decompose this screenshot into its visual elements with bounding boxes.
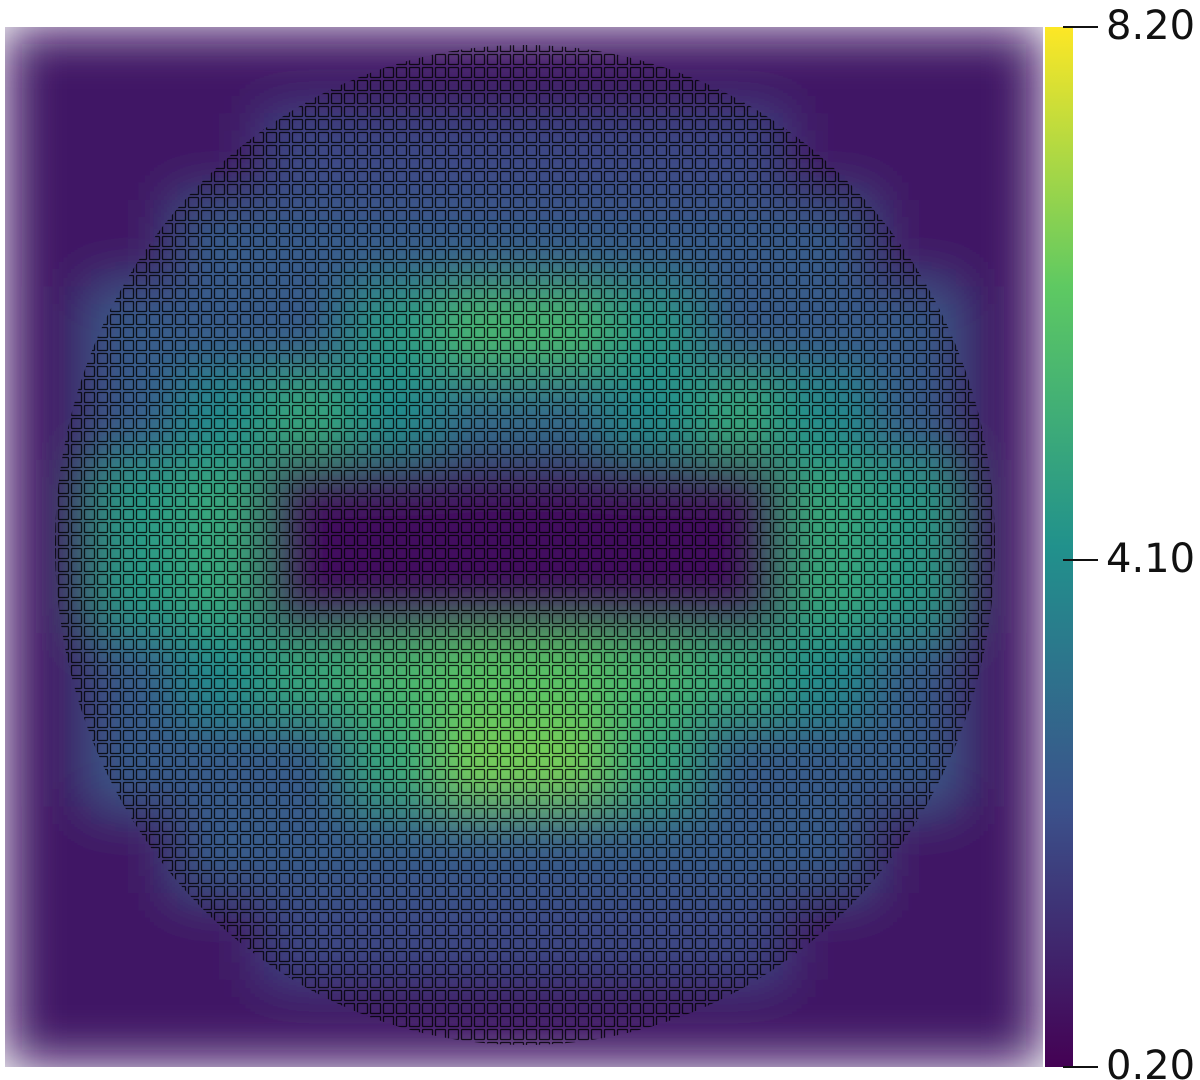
cell bbox=[177, 27, 265, 115]
cell bbox=[956, 27, 1043, 115]
cell bbox=[783, 979, 871, 1067]
cell bbox=[869, 979, 957, 1067]
colorbar-ticks: 0.20 4.10 8.20 bbox=[1063, 3, 1195, 1080]
cell bbox=[5, 893, 92, 981]
tick-label: 0.20 bbox=[1106, 1043, 1195, 1080]
plot-area bbox=[5, 27, 1043, 1067]
cell bbox=[956, 806, 1043, 895]
cell bbox=[91, 893, 179, 981]
cell bbox=[956, 286, 1043, 375]
tick-label: 4.10 bbox=[1106, 536, 1195, 582]
cell bbox=[869, 113, 957, 201]
cell bbox=[956, 113, 1043, 201]
cell bbox=[956, 893, 1043, 981]
cell bbox=[5, 806, 92, 895]
cell bbox=[5, 27, 92, 115]
cell bbox=[5, 113, 92, 201]
cell bbox=[5, 199, 92, 288]
cell bbox=[956, 979, 1043, 1067]
cell bbox=[5, 286, 92, 375]
mesh bbox=[55, 45, 995, 1045]
cell bbox=[91, 979, 179, 1067]
cell bbox=[91, 113, 179, 201]
cell bbox=[869, 27, 957, 115]
colorbar bbox=[1045, 27, 1073, 1067]
tick-label: 8.20 bbox=[1106, 3, 1195, 49]
cell bbox=[869, 893, 957, 981]
cell bbox=[956, 199, 1043, 288]
cell bbox=[177, 979, 265, 1067]
cell bbox=[91, 27, 179, 115]
cell bbox=[5, 979, 92, 1067]
cell bbox=[5, 719, 92, 808]
cell bbox=[783, 27, 871, 115]
cell bbox=[956, 719, 1043, 808]
